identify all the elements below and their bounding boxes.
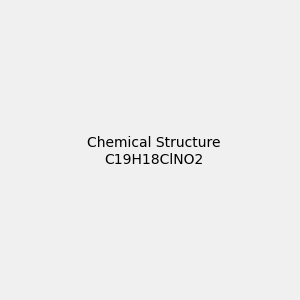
Text: Chemical Structure
C19H18ClNO2: Chemical Structure C19H18ClNO2 xyxy=(87,136,220,166)
